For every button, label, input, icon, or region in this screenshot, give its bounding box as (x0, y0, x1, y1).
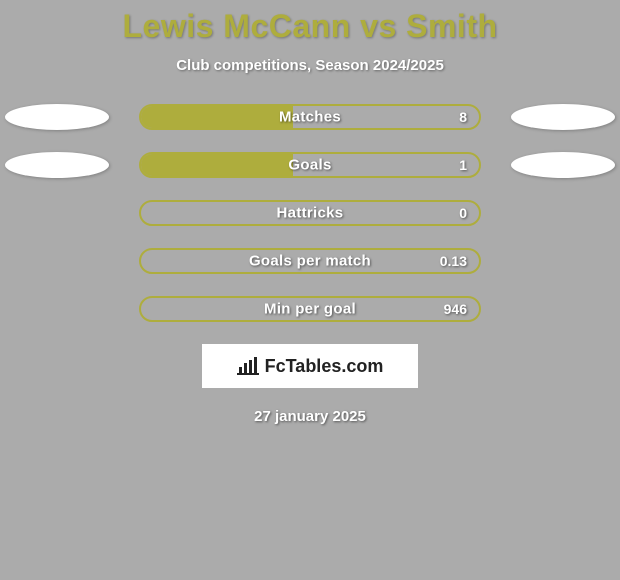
stat-value: 8 (459, 109, 467, 125)
stat-bar: Matches 8 (139, 104, 481, 130)
stat-row: Matches 8 (0, 104, 620, 130)
stat-value: 1 (459, 157, 467, 173)
stat-row: Hattricks 0 (0, 200, 620, 226)
stat-value: 0 (459, 205, 467, 221)
stat-bar: Hattricks 0 (139, 200, 481, 226)
brand-text: FcTables.com (265, 356, 384, 377)
bar-chart-icon (237, 357, 259, 375)
stat-row: Goals 1 (0, 152, 620, 178)
stat-rows: Matches 8 Goals 1 Hattricks 0 (0, 104, 620, 322)
right-ellipse (511, 104, 615, 130)
left-ellipse (5, 152, 109, 178)
stat-bar: Goals 1 (139, 152, 481, 178)
stat-row: Goals per match 0.13 (0, 248, 620, 274)
stat-label: Goals (141, 157, 479, 174)
stat-bar: Min per goal 946 (139, 296, 481, 322)
stat-label: Hattricks (141, 205, 479, 222)
stats-comparison-card: Lewis McCann vs Smith Club competitions,… (0, 0, 620, 425)
right-ellipse (511, 152, 615, 178)
left-ellipse (5, 104, 109, 130)
left-placeholder (5, 296, 109, 322)
left-placeholder (5, 248, 109, 274)
stat-value: 946 (444, 301, 467, 317)
stat-label: Goals per match (141, 253, 479, 270)
right-placeholder (511, 200, 615, 226)
right-placeholder (511, 296, 615, 322)
stat-row: Min per goal 946 (0, 296, 620, 322)
page-title: Lewis McCann vs Smith (0, 8, 620, 45)
subtitle: Club competitions, Season 2024/2025 (0, 57, 620, 74)
stat-bar: Goals per match 0.13 (139, 248, 481, 274)
date-text: 27 january 2025 (0, 408, 620, 425)
left-placeholder (5, 200, 109, 226)
stat-value: 0.13 (440, 253, 467, 269)
brand-badge: FcTables.com (202, 344, 418, 388)
right-placeholder (511, 248, 615, 274)
stat-label: Matches (141, 109, 479, 126)
stat-label: Min per goal (141, 301, 479, 318)
